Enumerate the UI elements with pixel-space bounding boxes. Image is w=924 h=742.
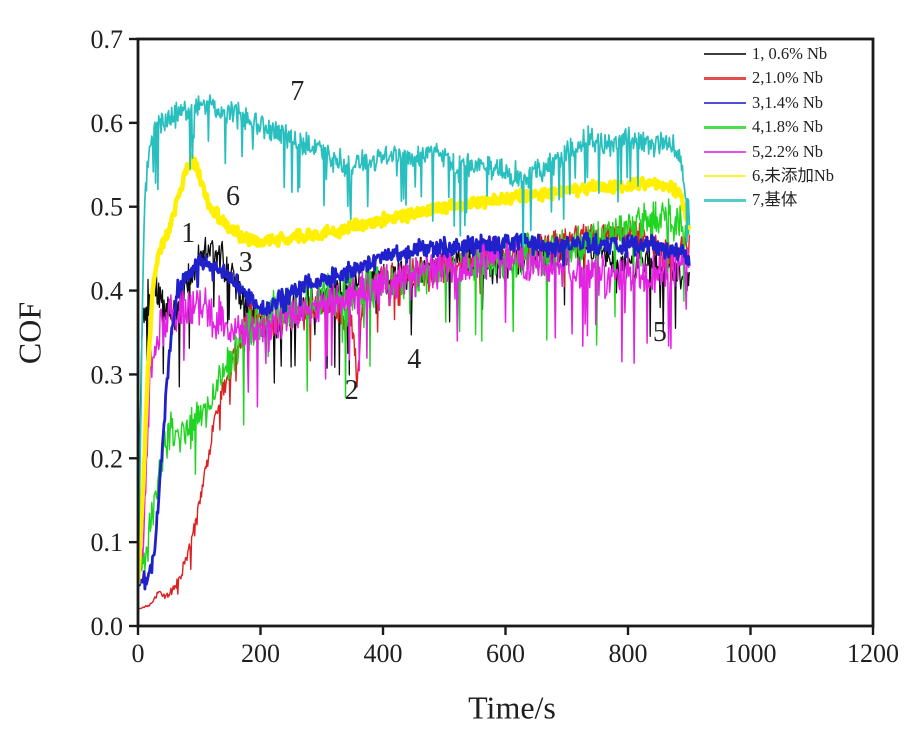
x-tick-label: 400 bbox=[364, 639, 403, 668]
x-tick-label: 1000 bbox=[725, 639, 777, 668]
legend-item: 7,基体 bbox=[704, 188, 834, 212]
curve-number-annotation: 5 bbox=[652, 317, 667, 349]
legend-item: 3,1.4% Nb bbox=[704, 91, 834, 115]
series-line-6 bbox=[138, 152, 692, 585]
legend-item-label: 1, 0.6% Nb bbox=[752, 43, 828, 63]
series-line-3 bbox=[138, 231, 691, 591]
legend-item: 4,1.8% Nb bbox=[704, 115, 834, 139]
legend-item-label: 7,基体 bbox=[752, 190, 798, 210]
legend-item-label: 3,1.4% Nb bbox=[752, 92, 824, 112]
x-tick-label: 200 bbox=[241, 639, 280, 668]
legend-line-sample-icon bbox=[704, 101, 746, 105]
plot-border bbox=[136, 37, 875, 628]
y-tick-label: 0.5 bbox=[91, 193, 124, 222]
x-tick-label: 1200 bbox=[847, 639, 899, 668]
x-tick-label: 600 bbox=[486, 639, 525, 668]
series-line-5 bbox=[138, 234, 690, 577]
y-tick-label: 0.0 bbox=[91, 612, 124, 641]
curve-number-annotation: 4 bbox=[407, 344, 422, 376]
y-axis-title: COF bbox=[11, 301, 48, 365]
curve-number-annotation: 2 bbox=[344, 375, 359, 407]
y-tick-label: 0.7 bbox=[91, 25, 124, 54]
curve-number-annotation: 7 bbox=[290, 75, 305, 107]
legend-item: 5,2.2% Nb bbox=[704, 140, 834, 164]
legend-item: 6,未添加Nb bbox=[704, 164, 834, 188]
legend-item-label: 4,1.8% Nb bbox=[752, 117, 824, 137]
legend-line-sample-icon bbox=[704, 77, 746, 80]
x-tick-label: 800 bbox=[609, 639, 648, 668]
y-tick-label: 0.1 bbox=[91, 528, 124, 557]
x-axis-title: Time/s bbox=[468, 689, 556, 726]
curve-number-annotation: 3 bbox=[238, 246, 253, 278]
y-tick-label: 0.2 bbox=[91, 444, 124, 473]
legend-line-sample-icon bbox=[704, 199, 746, 202]
legend-item: 1, 0.6% Nb bbox=[704, 42, 834, 66]
legend-line-sample-icon bbox=[704, 53, 746, 56]
legend-line-sample-icon bbox=[704, 174, 746, 178]
legend: 1, 0.6% Nb 2,1.0% Nb 3,1.4% Nb 4,1.8% Nb… bbox=[704, 42, 834, 213]
legend-line-sample-icon bbox=[704, 126, 746, 129]
legend-item-label: 5,2.2% Nb bbox=[752, 141, 824, 161]
x-tick-label: 0 bbox=[132, 639, 145, 668]
y-tick-label: 0.4 bbox=[91, 277, 124, 306]
curve-number-annotation: 6 bbox=[225, 180, 240, 212]
series-line-7 bbox=[138, 94, 691, 585]
legend-line-sample-icon bbox=[704, 150, 746, 153]
legend-item-label: 2,1.0% Nb bbox=[752, 68, 824, 88]
legend-item-label: 6,未添加Nb bbox=[752, 165, 835, 185]
curve-number-annotation: 1 bbox=[181, 217, 196, 249]
legend-item: 2,1.0% Nb bbox=[704, 66, 834, 90]
y-tick-label: 0.3 bbox=[91, 360, 124, 389]
y-tick-label: 0.6 bbox=[91, 109, 124, 138]
